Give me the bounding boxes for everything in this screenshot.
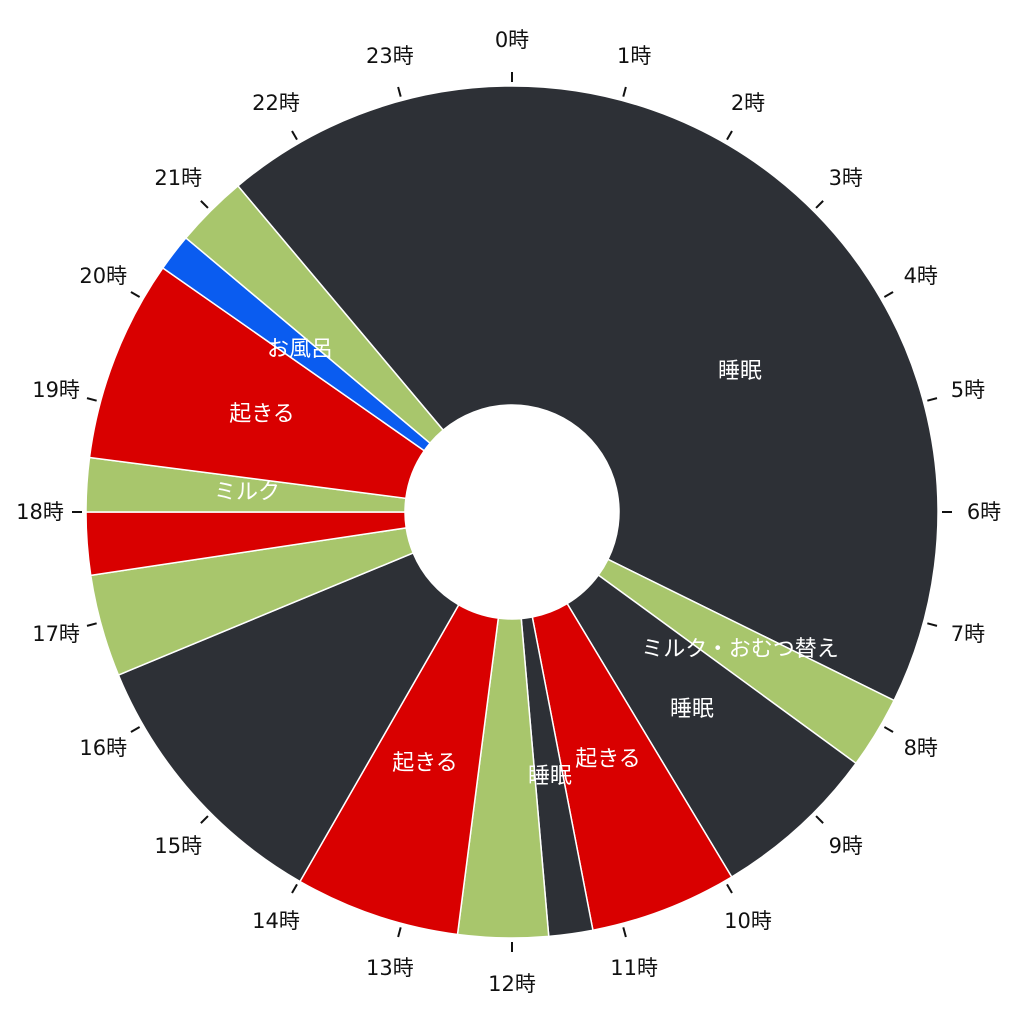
hour-ticks: 0時 1時 2時 3時 4時 5時 6時 7時 8時 9時 10時 11時 12時 13時 14時 15時 16… bbox=[16, 28, 1001, 996]
segment-label: 起きる bbox=[575, 747, 641, 772]
tick-label: 12時 bbox=[488, 972, 536, 996]
tick-mark bbox=[130, 291, 141, 298]
tick-label: 21時 bbox=[154, 166, 202, 190]
tick-mark bbox=[622, 927, 627, 938]
segment-label: ミルク bbox=[214, 480, 280, 505]
tick-mark bbox=[291, 883, 298, 894]
tick-mark bbox=[927, 397, 938, 402]
tick-mark bbox=[726, 130, 733, 141]
segment-label: 睡眠 bbox=[528, 764, 572, 789]
segment-0 bbox=[236, 85, 939, 702]
tick-label: 22時 bbox=[252, 91, 300, 115]
tick-label: 18時 bbox=[16, 500, 64, 524]
tick-label: 3時 bbox=[829, 166, 863, 190]
tick-mark bbox=[200, 815, 209, 824]
segment-2 bbox=[566, 574, 858, 878]
tick-label: 11時 bbox=[610, 956, 658, 980]
tick-mark bbox=[883, 291, 894, 298]
tick-label: 23時 bbox=[366, 44, 414, 68]
tick-mark bbox=[927, 622, 938, 627]
tick-mark bbox=[622, 86, 627, 97]
tick-label: 20時 bbox=[79, 264, 127, 288]
tick-label: 17時 bbox=[32, 622, 80, 646]
tick-label: 6時 bbox=[967, 500, 1001, 524]
segment-label: 起きる bbox=[229, 402, 295, 427]
tick-mark bbox=[815, 815, 824, 824]
segment-label: 睡眠 bbox=[670, 697, 714, 722]
tick-label: 5時 bbox=[951, 378, 985, 402]
tick-label: 16時 bbox=[79, 736, 127, 760]
tick-label: 7時 bbox=[951, 622, 985, 646]
tick-mark bbox=[86, 397, 97, 402]
tick-mark bbox=[883, 726, 894, 733]
tick-label: 8時 bbox=[904, 736, 938, 760]
tick-label: 14時 bbox=[252, 909, 300, 933]
tick-label: 10時 bbox=[724, 909, 772, 933]
tick-mark bbox=[130, 726, 141, 733]
tick-mark bbox=[815, 200, 824, 209]
segment-label: お風呂 bbox=[267, 337, 333, 362]
tick-label: 15時 bbox=[154, 834, 202, 858]
tick-label: 0時 bbox=[495, 28, 529, 52]
tick-label: 4時 bbox=[904, 264, 938, 288]
tick-mark bbox=[86, 622, 97, 627]
segments bbox=[85, 85, 939, 939]
tick-label: 2時 bbox=[731, 91, 765, 115]
segment-7 bbox=[117, 551, 460, 883]
tick-label: 9時 bbox=[829, 834, 863, 858]
tick-mark bbox=[200, 200, 209, 209]
tick-mark bbox=[726, 883, 733, 894]
tick-label: 1時 bbox=[617, 44, 651, 68]
segment-11 bbox=[88, 266, 426, 500]
tick-label: 13時 bbox=[366, 956, 414, 980]
tick-mark bbox=[397, 927, 402, 938]
segment-label: 起きる bbox=[392, 751, 458, 776]
tick-mark bbox=[291, 130, 298, 141]
tick-label: 19時 bbox=[32, 378, 80, 402]
segment-label: 睡眠 bbox=[718, 359, 762, 384]
segment-13 bbox=[184, 184, 445, 445]
tick-mark bbox=[397, 86, 402, 97]
segment-label: ミルク・おむつ替え bbox=[641, 637, 839, 662]
segment-6 bbox=[298, 603, 500, 936]
